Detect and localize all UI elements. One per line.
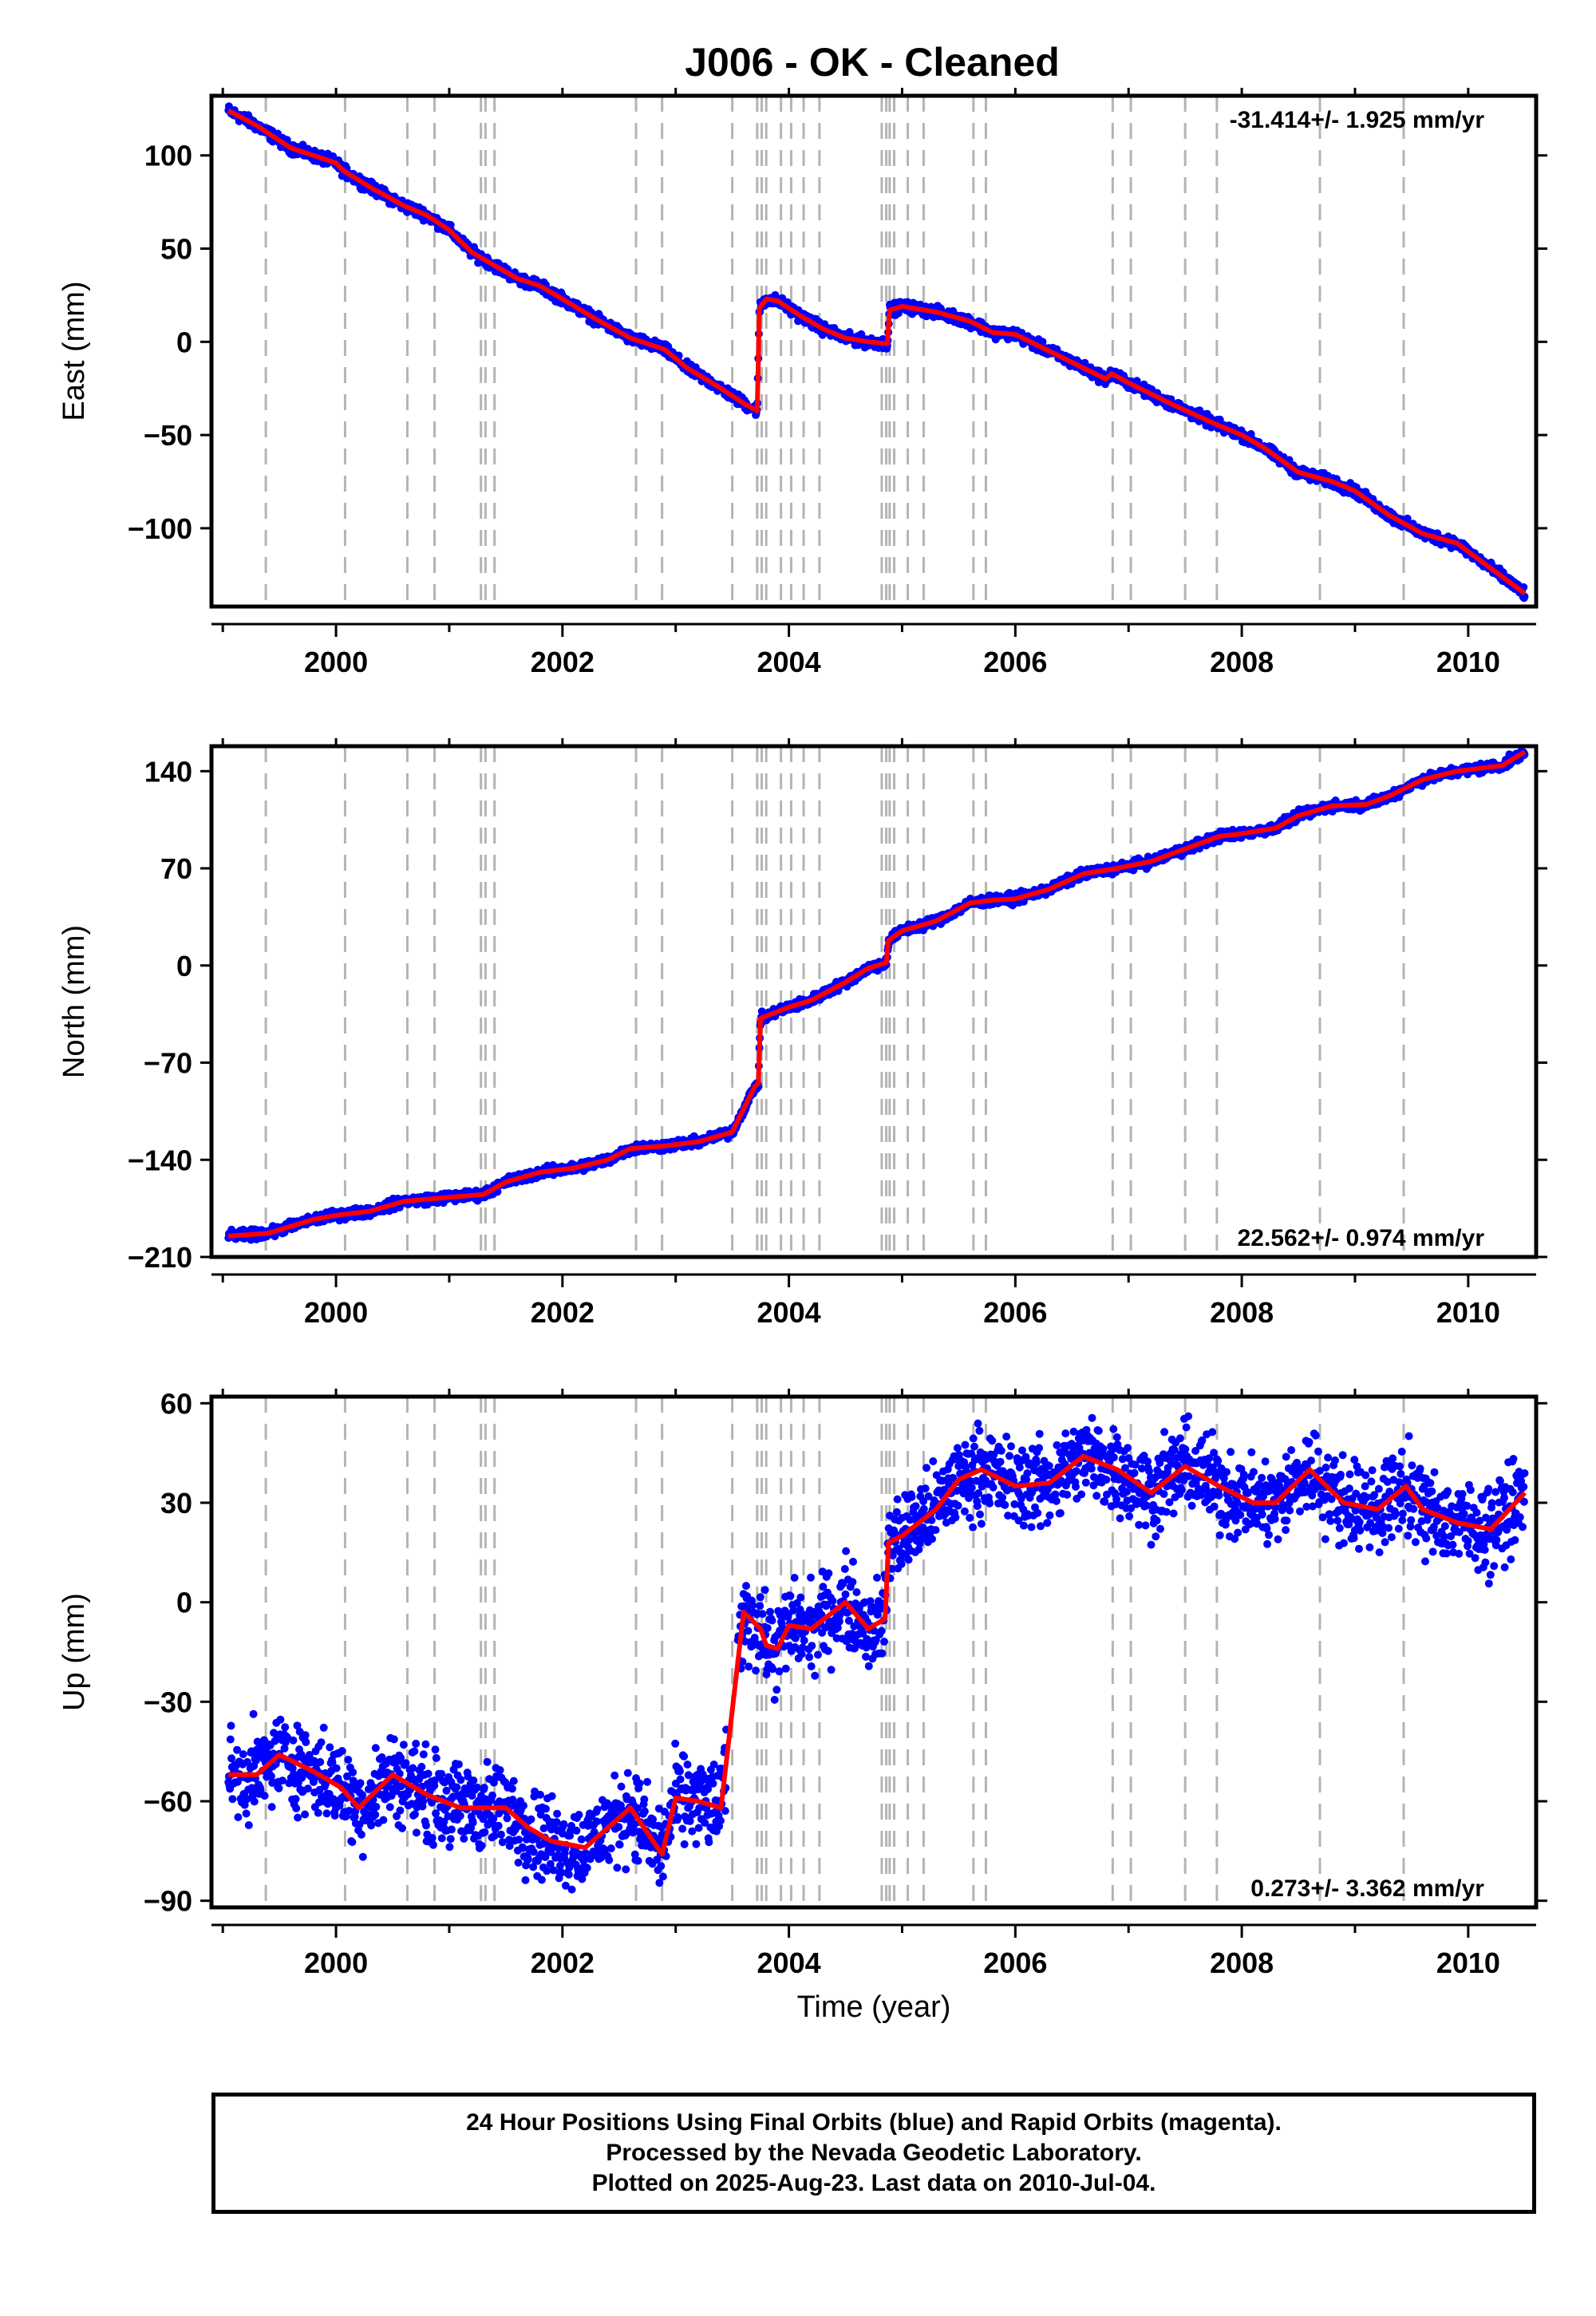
x-tick-label: 2010 xyxy=(1436,646,1500,678)
y-tick-label: −100 xyxy=(128,512,192,545)
panel-frame xyxy=(209,93,1539,609)
y-tick-label: 0 xyxy=(176,326,192,358)
rate-annotation: -31.414+/- 1.925 mm/yr xyxy=(1230,107,1485,133)
y-tick-label: −50 xyxy=(144,419,192,452)
data-points xyxy=(224,102,1529,603)
panel-east: −100 −50 0 50 100 2000 2002 2004 2006 2008 2010 Eas… xyxy=(57,88,1547,678)
model-line-group xyxy=(227,109,1527,596)
x-tick-label: 2002 xyxy=(531,646,595,678)
panels: −100 −50 0 50 100 2000 2002 2004 2006 2008 2010 Eas… xyxy=(57,88,1547,2024)
equipment-change-lines xyxy=(264,746,1405,1257)
equipment-change-lines xyxy=(264,96,1405,607)
x-tick-label: 2008 xyxy=(1210,646,1274,678)
x-tick-label: 2004 xyxy=(757,646,821,678)
data-points xyxy=(224,746,1529,1244)
chart-title: J006 - OK - Cleaned xyxy=(685,40,1060,85)
y-axis-label: East (mm) xyxy=(57,281,91,421)
y-tick-label: 50 xyxy=(160,233,192,266)
x-tick-label: 2006 xyxy=(983,646,1047,678)
model-line xyxy=(227,109,1527,596)
y-tick-label: 100 xyxy=(144,140,192,172)
data-point xyxy=(1038,338,1047,346)
x-tick-label: 2000 xyxy=(304,646,368,678)
